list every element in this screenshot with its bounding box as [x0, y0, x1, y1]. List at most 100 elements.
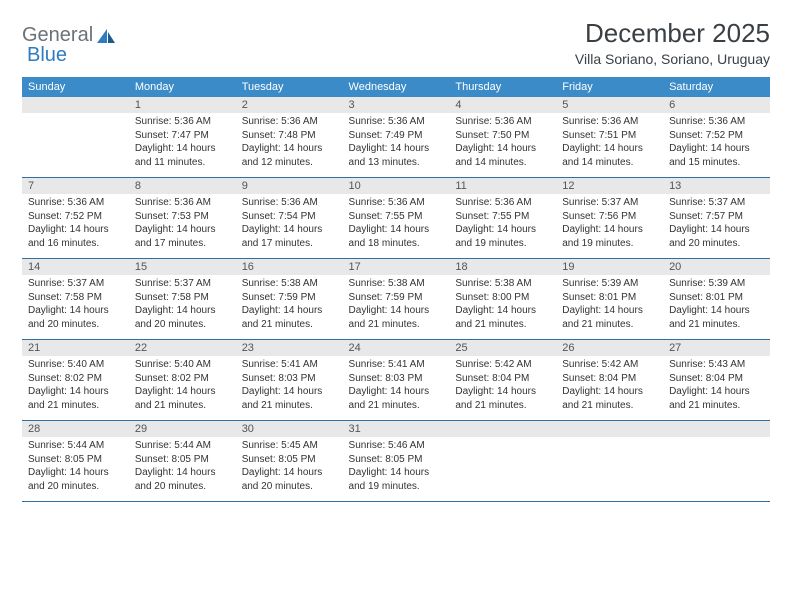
weekday-header: Wednesday	[343, 77, 450, 97]
weekday-header: Monday	[129, 77, 236, 97]
day-number-cell: 26	[556, 340, 663, 357]
header: General December 2025 Villa Soriano, Sor…	[22, 18, 770, 67]
sunset-text: Sunset: 8:05 PM	[28, 453, 123, 467]
sunset-text: Sunset: 7:55 PM	[349, 210, 444, 224]
sunrise-text: Sunrise: 5:36 AM	[349, 196, 444, 210]
day-info-cell: Sunrise: 5:36 AMSunset: 7:54 PMDaylight:…	[236, 194, 343, 259]
daylight-text-2: and 21 minutes.	[669, 318, 764, 332]
day-number-cell: 7	[22, 178, 129, 195]
sunrise-text: Sunrise: 5:36 AM	[455, 196, 550, 210]
day-info-cell: Sunrise: 5:36 AMSunset: 7:53 PMDaylight:…	[129, 194, 236, 259]
day-number-cell: 4	[449, 97, 556, 113]
day-number-cell: 24	[343, 340, 450, 357]
day-info-cell: Sunrise: 5:40 AMSunset: 8:02 PMDaylight:…	[129, 356, 236, 421]
day-number-row: 28293031	[22, 421, 770, 438]
day-info-cell	[663, 437, 770, 502]
daylight-text: Daylight: 14 hours	[455, 304, 550, 318]
day-number-cell	[663, 421, 770, 438]
day-info-cell: Sunrise: 5:42 AMSunset: 8:04 PMDaylight:…	[449, 356, 556, 421]
daylight-text: Daylight: 14 hours	[28, 304, 123, 318]
sunrise-text: Sunrise: 5:38 AM	[455, 277, 550, 291]
day-info-cell: Sunrise: 5:37 AMSunset: 7:57 PMDaylight:…	[663, 194, 770, 259]
sunrise-text: Sunrise: 5:36 AM	[135, 115, 230, 129]
daylight-text: Daylight: 14 hours	[455, 223, 550, 237]
daylight-text-2: and 20 minutes.	[135, 480, 230, 494]
day-number-cell: 5	[556, 97, 663, 113]
day-info-cell: Sunrise: 5:43 AMSunset: 8:04 PMDaylight:…	[663, 356, 770, 421]
daylight-text-2: and 14 minutes.	[562, 156, 657, 170]
day-number-cell: 27	[663, 340, 770, 357]
day-info-cell: Sunrise: 5:36 AMSunset: 7:52 PMDaylight:…	[22, 194, 129, 259]
daylight-text-2: and 19 minutes.	[349, 480, 444, 494]
day-number-cell	[556, 421, 663, 438]
daylight-text-2: and 21 minutes.	[455, 399, 550, 413]
daylight-text: Daylight: 14 hours	[455, 385, 550, 399]
day-info-cell: Sunrise: 5:40 AMSunset: 8:02 PMDaylight:…	[22, 356, 129, 421]
day-number-cell: 13	[663, 178, 770, 195]
day-info-cell: Sunrise: 5:38 AMSunset: 7:59 PMDaylight:…	[343, 275, 450, 340]
sunset-text: Sunset: 8:04 PM	[562, 372, 657, 386]
sunset-text: Sunset: 7:53 PM	[135, 210, 230, 224]
sunrise-text: Sunrise: 5:41 AM	[349, 358, 444, 372]
daylight-text: Daylight: 14 hours	[242, 142, 337, 156]
daylight-text-2: and 15 minutes.	[669, 156, 764, 170]
day-info-cell: Sunrise: 5:36 AMSunset: 7:47 PMDaylight:…	[129, 113, 236, 178]
day-info-row: Sunrise: 5:36 AMSunset: 7:52 PMDaylight:…	[22, 194, 770, 259]
sunrise-text: Sunrise: 5:42 AM	[455, 358, 550, 372]
sunrise-text: Sunrise: 5:37 AM	[669, 196, 764, 210]
sunrise-text: Sunrise: 5:42 AM	[562, 358, 657, 372]
daylight-text-2: and 19 minutes.	[455, 237, 550, 251]
sunrise-text: Sunrise: 5:44 AM	[135, 439, 230, 453]
day-info-row: Sunrise: 5:40 AMSunset: 8:02 PMDaylight:…	[22, 356, 770, 421]
sunrise-text: Sunrise: 5:37 AM	[28, 277, 123, 291]
day-number-cell: 28	[22, 421, 129, 438]
sunrise-text: Sunrise: 5:39 AM	[669, 277, 764, 291]
day-info-cell	[449, 437, 556, 502]
daylight-text: Daylight: 14 hours	[242, 304, 337, 318]
daylight-text-2: and 21 minutes.	[28, 399, 123, 413]
daylight-text-2: and 19 minutes.	[562, 237, 657, 251]
day-number-cell: 3	[343, 97, 450, 113]
sunset-text: Sunset: 7:49 PM	[349, 129, 444, 143]
sunset-text: Sunset: 7:48 PM	[242, 129, 337, 143]
sunrise-text: Sunrise: 5:38 AM	[242, 277, 337, 291]
sunset-text: Sunset: 7:52 PM	[669, 129, 764, 143]
daylight-text-2: and 18 minutes.	[349, 237, 444, 251]
weekday-header-row: Sunday Monday Tuesday Wednesday Thursday…	[22, 77, 770, 97]
sunrise-text: Sunrise: 5:39 AM	[562, 277, 657, 291]
daylight-text: Daylight: 14 hours	[562, 304, 657, 318]
daylight-text-2: and 11 minutes.	[135, 156, 230, 170]
daylight-text-2: and 13 minutes.	[349, 156, 444, 170]
daylight-text: Daylight: 14 hours	[135, 142, 230, 156]
day-number-cell: 31	[343, 421, 450, 438]
sunrise-text: Sunrise: 5:44 AM	[28, 439, 123, 453]
day-info-cell: Sunrise: 5:38 AMSunset: 7:59 PMDaylight:…	[236, 275, 343, 340]
sunrise-text: Sunrise: 5:36 AM	[28, 196, 123, 210]
daylight-text: Daylight: 14 hours	[455, 142, 550, 156]
daylight-text: Daylight: 14 hours	[349, 142, 444, 156]
weekday-header: Sunday	[22, 77, 129, 97]
sunrise-text: Sunrise: 5:36 AM	[242, 196, 337, 210]
daylight-text: Daylight: 14 hours	[669, 304, 764, 318]
sunset-text: Sunset: 7:56 PM	[562, 210, 657, 224]
daylight-text: Daylight: 14 hours	[669, 385, 764, 399]
sunrise-text: Sunrise: 5:36 AM	[455, 115, 550, 129]
daylight-text-2: and 21 minutes.	[135, 399, 230, 413]
title-block: December 2025 Villa Soriano, Soriano, Ur…	[575, 18, 770, 67]
day-number-cell: 1	[129, 97, 236, 113]
day-number-cell: 29	[129, 421, 236, 438]
daylight-text: Daylight: 14 hours	[28, 223, 123, 237]
day-number-cell: 11	[449, 178, 556, 195]
day-info-cell: Sunrise: 5:44 AMSunset: 8:05 PMDaylight:…	[22, 437, 129, 502]
sunset-text: Sunset: 7:47 PM	[135, 129, 230, 143]
day-info-cell: Sunrise: 5:39 AMSunset: 8:01 PMDaylight:…	[556, 275, 663, 340]
daylight-text: Daylight: 14 hours	[562, 223, 657, 237]
sunrise-text: Sunrise: 5:37 AM	[562, 196, 657, 210]
day-number-row: 123456	[22, 97, 770, 113]
daylight-text: Daylight: 14 hours	[562, 385, 657, 399]
day-number-cell: 6	[663, 97, 770, 113]
day-number-cell: 8	[129, 178, 236, 195]
day-info-cell: Sunrise: 5:37 AMSunset: 7:58 PMDaylight:…	[129, 275, 236, 340]
daylight-text: Daylight: 14 hours	[562, 142, 657, 156]
sunrise-text: Sunrise: 5:38 AM	[349, 277, 444, 291]
